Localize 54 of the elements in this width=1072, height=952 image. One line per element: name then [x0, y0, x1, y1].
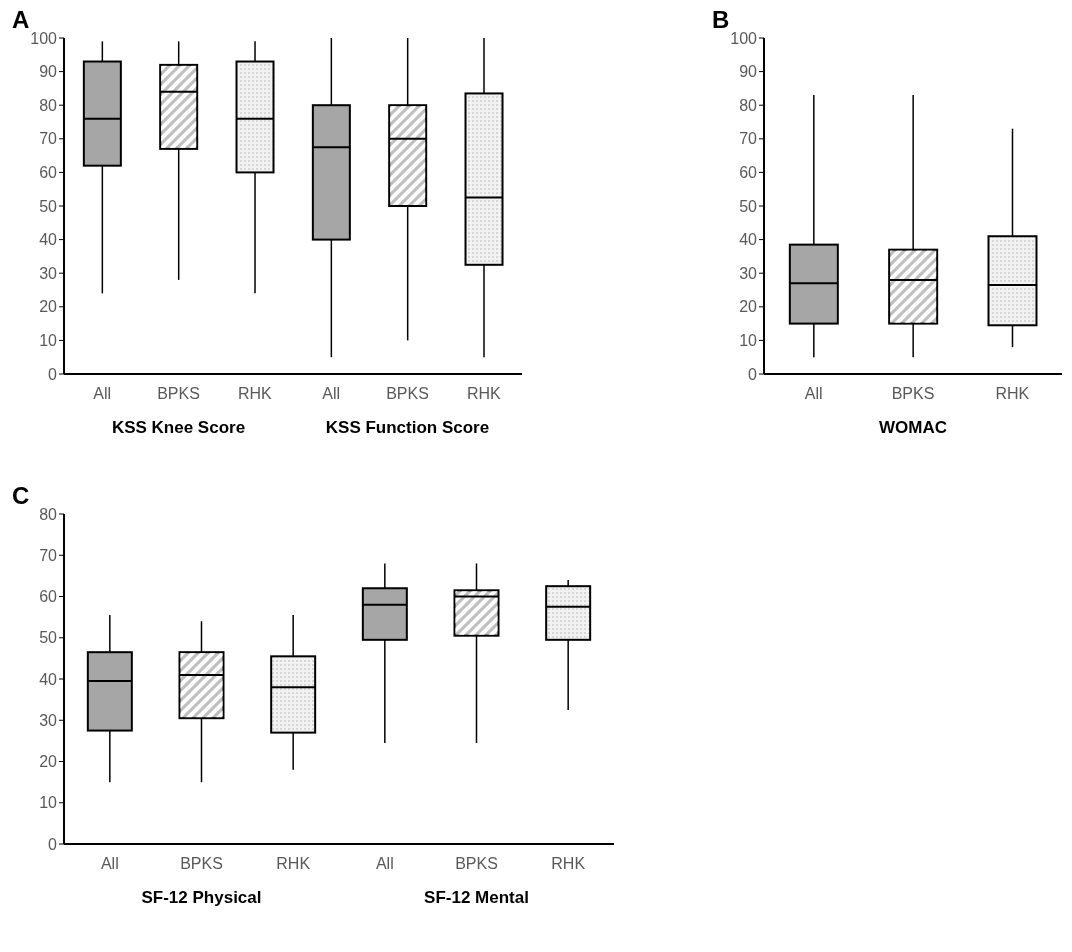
y-tick-label: 80 — [739, 96, 758, 114]
y-tick-label: 20 — [39, 298, 58, 316]
y-tick-label: 90 — [39, 63, 58, 81]
x-tick-label: RHK — [237, 385, 273, 403]
x-tick-label: BPKS — [891, 385, 935, 403]
text: SF-12 Mental — [423, 888, 530, 908]
x-tick-label: BPKS — [180, 855, 223, 873]
y-tick-label: 50 — [39, 629, 58, 647]
x-tick-label: RHK — [551, 855, 586, 873]
y-tick-label: 80 — [39, 96, 58, 114]
chart-title: B — [712, 6, 730, 33]
y-tick-label: 50 — [739, 197, 758, 215]
y-tick-label: 60 — [39, 164, 58, 182]
y-tick-label: 0 — [48, 365, 58, 383]
y-tick-label: 20 — [39, 753, 58, 771]
text: KSS Function Score — [324, 418, 491, 438]
text: SF-12 Physical — [140, 888, 263, 908]
y-tick-label: 80 — [39, 505, 58, 523]
y-tick-label: 10 — [739, 332, 758, 350]
y-tick-label: 90 — [739, 63, 758, 81]
y-tick-label: 10 — [39, 794, 58, 812]
y-tick-label: 30 — [739, 264, 758, 282]
x-tick-label: All — [804, 385, 823, 403]
y-tick-label: 10 — [39, 332, 58, 350]
x-tick-label: All — [375, 855, 394, 873]
text: KSS Knee Score — [110, 418, 247, 438]
chart-title: A — [12, 6, 30, 33]
y-tick-label: 20 — [739, 298, 758, 316]
x-tick-label: RHK — [276, 855, 311, 873]
y-tick-label: 40 — [39, 231, 58, 249]
y-tick-label: 100 — [30, 29, 58, 47]
x-tick-label: BPKS — [386, 385, 429, 403]
y-tick-label: 0 — [748, 365, 758, 383]
chart-title: C — [12, 482, 30, 509]
y-tick-label: 40 — [39, 670, 58, 688]
x-tick-label: All — [93, 385, 112, 403]
x-tick-label: All — [100, 855, 119, 873]
y-tick-label: 40 — [739, 231, 758, 249]
y-tick-label: 60 — [739, 164, 758, 182]
y-tick-label: 70 — [739, 130, 758, 148]
y-tick-label: 30 — [39, 711, 58, 729]
y-tick-label: 70 — [39, 130, 58, 148]
y-tick-label: 30 — [39, 264, 58, 282]
y-tick-label: 0 — [48, 835, 58, 853]
x-tick-label: BPKS — [455, 855, 498, 873]
x-tick-label: RHK — [995, 385, 1030, 403]
y-tick-label: 50 — [39, 197, 58, 215]
x-axis-title: WOMAC — [878, 418, 948, 438]
y-tick-label: 60 — [39, 588, 58, 606]
x-tick-label: All — [322, 385, 341, 403]
y-tick-label: 70 — [39, 546, 58, 564]
x-tick-label: BPKS — [157, 385, 200, 403]
y-tick-label: 100 — [730, 29, 758, 47]
x-tick-label: RHK — [466, 385, 502, 403]
